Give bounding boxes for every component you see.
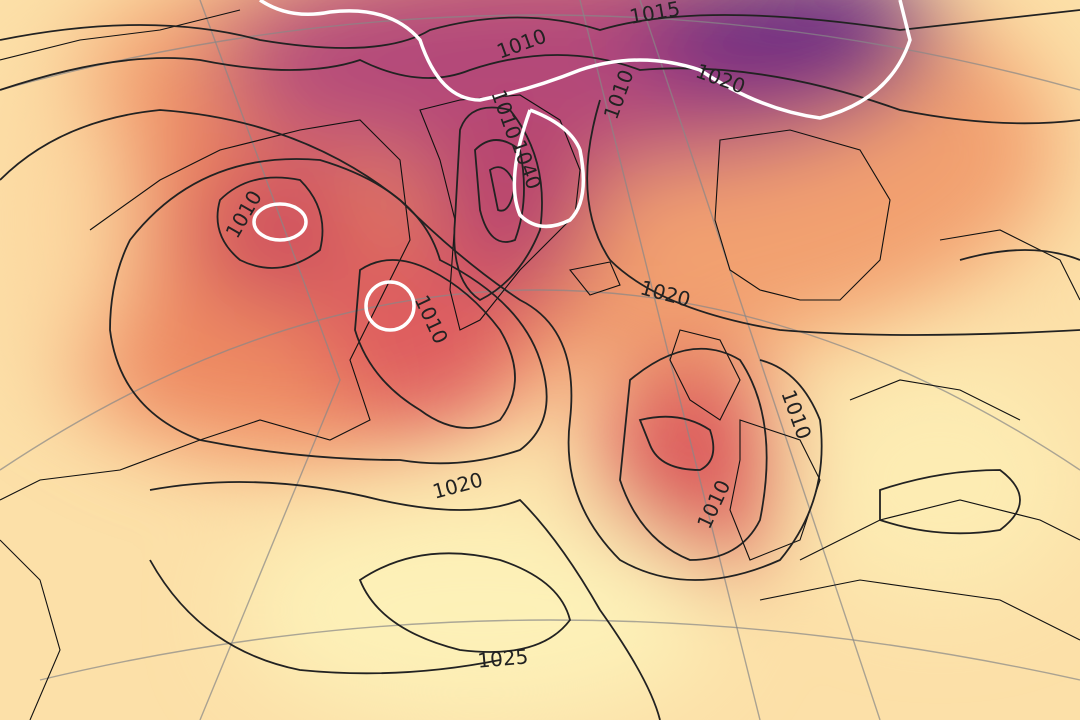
- zero-isobars: [252, 0, 912, 332]
- coastlines: [0, 9, 1080, 720]
- contour-label: 1025: [476, 644, 529, 672]
- isobars: [0, 9, 1080, 720]
